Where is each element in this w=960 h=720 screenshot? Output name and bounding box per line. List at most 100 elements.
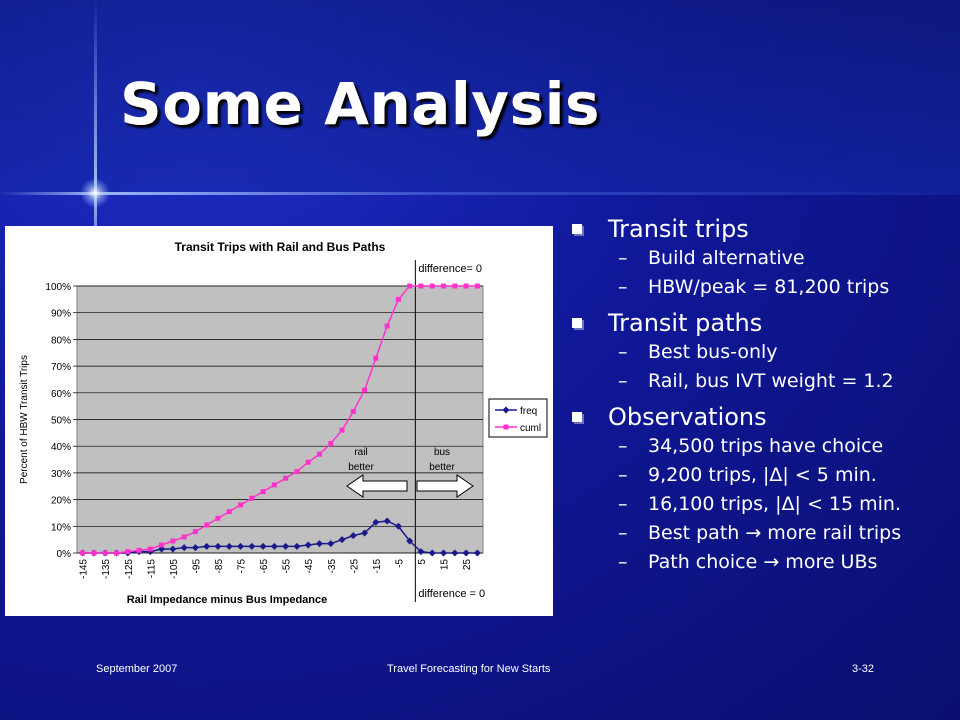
x-tick-label: -145 [79, 559, 90, 579]
sub-bullet-label: Path choice → more UBs [648, 551, 878, 573]
series-point-cuml [91, 550, 97, 556]
series-point-cuml [407, 283, 413, 289]
title-band [0, 0, 960, 195]
series-point-cuml [283, 475, 289, 481]
dash-icon: – [618, 276, 628, 298]
sub-bullet-label: Best path → more rail trips [648, 522, 902, 544]
series-point-cuml [226, 509, 232, 515]
bullet-item: Observations [572, 402, 952, 432]
light-flare-vertical [94, 0, 97, 300]
series-point-cuml [452, 283, 458, 289]
sub-bullet-item: – HBW/peak = 81,200 trips [572, 273, 952, 302]
bullet-square-icon [572, 412, 582, 422]
series-point-freq [237, 542, 245, 550]
series-point-cuml [373, 355, 379, 361]
chart-panel: 0% 10% 20% 30% 40% 50% 60% 70% 80% 90% 100% -145 -13… [5, 226, 553, 616]
series-point-cuml [441, 283, 447, 289]
sub-bullet-item: – Build alternative [572, 244, 952, 273]
sub-bullet-label: Rail, bus IVT weight = 1.2 [648, 370, 894, 392]
series-point-cuml [350, 408, 356, 414]
series-point-cuml [215, 515, 221, 521]
series-point-cuml [339, 427, 345, 433]
series-point-cuml [170, 538, 176, 544]
y-tick-label: 70% [51, 362, 71, 373]
bullet-square-icon [572, 224, 582, 234]
legend-label-cuml: cuml [520, 423, 541, 434]
x-tick-label: 5 [417, 559, 428, 565]
series-point-cuml [125, 549, 131, 555]
x-tick-label: 15 [440, 559, 451, 571]
series-point-freq [338, 536, 346, 544]
bullet-label: Transit paths [608, 309, 763, 337]
y-tick-label: 60% [51, 389, 71, 400]
sub-bullet-item: – Best bus-only [572, 338, 952, 367]
y-tick-label: 30% [51, 469, 71, 480]
series-point-cuml [294, 469, 300, 475]
dash-icon: – [618, 493, 628, 515]
series-point-cuml [418, 283, 424, 289]
dash-icon: – [618, 522, 628, 544]
series-point-cuml [271, 482, 277, 488]
series-point-cuml [463, 283, 469, 289]
y-tick-label: 20% [51, 496, 71, 507]
x-tick-label: -45 [304, 559, 315, 574]
series-point-freq [349, 532, 357, 540]
annotation-bottom: difference = 0 [418, 588, 485, 600]
dash-icon: – [618, 247, 628, 269]
sub-bullet-item: –34,500 trips have choice [572, 432, 952, 461]
sub-bullet-item: – Best path → more rail trips [572, 519, 952, 548]
series-point-freq [315, 540, 323, 548]
dash-icon: – [618, 341, 628, 363]
footer-page-number: 3-32 [852, 663, 875, 675]
series-point-freq [451, 549, 459, 557]
dash-icon: – [618, 435, 628, 457]
series-point-cuml [362, 387, 368, 393]
sub-bullet-label: 9,200 trips, |Δ| < 5 min. [648, 464, 877, 486]
series-point-cuml [249, 495, 255, 501]
series-point-freq [304, 541, 312, 549]
x-tick-label: 25 [462, 559, 473, 571]
series-point-freq [473, 549, 481, 557]
chart-title: Transit Trips with Rail and Bus Paths [175, 240, 386, 254]
bullet-label: Observations [608, 403, 767, 431]
x-tick-label: -125 [124, 559, 135, 579]
bullet-label: Transit trips [608, 215, 749, 243]
y-tick-label: 100% [45, 282, 71, 293]
footer-date: September 2007 [96, 663, 178, 675]
series-point-cuml [328, 441, 334, 447]
series-point-cuml [305, 459, 311, 465]
series-point-cuml [238, 502, 244, 508]
arrow-right-icon [416, 474, 474, 498]
series-point-cuml [395, 296, 401, 302]
series-point-freq [417, 548, 425, 556]
legend-marker-cuml [503, 424, 509, 430]
slide-title: Some Analysis [120, 70, 601, 138]
series-point-freq [383, 517, 391, 525]
x-tick-label: -35 [327, 559, 338, 574]
series-point-cuml [384, 323, 390, 329]
y-tick-label: 50% [51, 416, 71, 427]
x-tick-label: -65 [259, 559, 270, 574]
y-tick-label: 0% [57, 549, 72, 560]
annotation-rail-line2: better [348, 462, 374, 473]
series-point-freq [169, 545, 177, 553]
legend-marker-freq [502, 406, 510, 414]
sub-bullet-label: 34,500 trips have choice [648, 435, 884, 457]
series-point-freq [462, 549, 470, 557]
arrow-left-icon [346, 474, 408, 498]
dash-icon: – [618, 464, 628, 486]
series-point-cuml [80, 550, 86, 556]
bullet-square-icon [572, 318, 582, 328]
series-point-cuml [192, 529, 198, 535]
series-point-cuml [204, 522, 210, 528]
series-point-cuml [316, 451, 322, 457]
series-point-freq [440, 549, 448, 557]
x-tick-label: -15 [372, 559, 383, 574]
y-tick-label: 90% [51, 309, 71, 320]
series-point-cuml [102, 550, 108, 556]
light-flare-horizontal [0, 192, 960, 195]
dash-icon: – [618, 370, 628, 392]
x-tick-label: -25 [349, 559, 360, 574]
sub-bullet-item: –9,200 trips, |Δ| < 5 min. [572, 461, 952, 490]
